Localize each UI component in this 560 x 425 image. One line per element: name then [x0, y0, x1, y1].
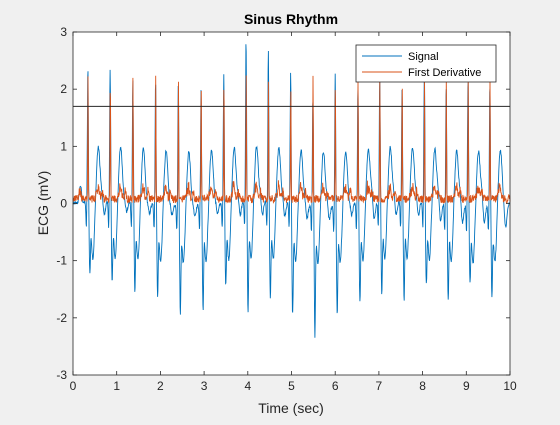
x-tick-label: 4 — [244, 379, 251, 393]
y-tick-label: 3 — [60, 25, 67, 39]
legend-label-signal: Signal — [408, 51, 439, 63]
series-signal-line — [72, 44, 511, 338]
x-tick-label: 9 — [463, 379, 470, 393]
legend-label-derivative: First Derivative — [408, 67, 481, 79]
x-tick-label: 10 — [503, 379, 517, 393]
x-tick-label: 5 — [288, 379, 295, 393]
y-tick-label: 2 — [60, 82, 67, 96]
x-tick-label: 6 — [332, 379, 339, 393]
x-tick-label: 7 — [376, 379, 383, 393]
series-layer — [72, 44, 511, 338]
x-tick-label: 2 — [157, 379, 164, 393]
x-tick-label: 0 — [70, 379, 77, 393]
y-tick-label: 0 — [60, 197, 67, 211]
legend-box — [355, 44, 497, 83]
legend: Signal First Derivative — [355, 44, 497, 83]
x-tick-label: 3 — [201, 379, 208, 393]
y-axis-label: ECG (mV) — [35, 171, 51, 236]
tick-layer: 0 1 2 3 4 5 6 7 8 9 10 -3 -2 -1 0 1 2 3 — [56, 25, 517, 393]
x-tick-label: 1 — [113, 379, 120, 393]
x-axis-label: Time (sec) — [258, 400, 324, 416]
y-tick-label: 1 — [60, 139, 67, 153]
series-derivative-line — [72, 75, 511, 205]
y-tick-label: -3 — [56, 368, 67, 382]
x-tick-label: 8 — [419, 379, 426, 393]
y-tick-label: -2 — [56, 311, 67, 325]
y-tick-label: -1 — [56, 254, 67, 268]
chart-title: Sinus Rhythm — [244, 11, 338, 27]
